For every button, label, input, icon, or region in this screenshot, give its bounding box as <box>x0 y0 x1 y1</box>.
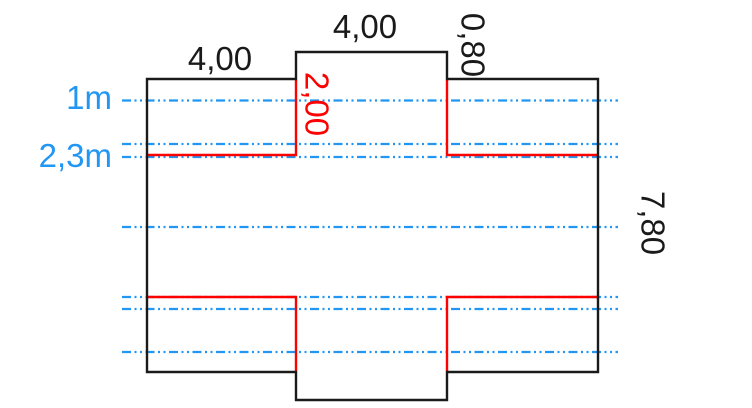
dim-top-center-width: 4,00 <box>333 8 397 45</box>
red-wall-bottom-right <box>445 295 598 371</box>
dim-top-right-offset-vertical: 0,80 <box>455 13 492 77</box>
dim-right-total-height-vertical: 7,80 <box>635 191 672 255</box>
level-lines-group <box>122 99 618 354</box>
red-wall-bottom-left <box>147 295 298 371</box>
dim-top-left-width: 4,00 <box>188 40 252 77</box>
red-wall-top-left <box>147 80 298 157</box>
dim-inner-red-depth-vertical: 2,00 <box>299 72 336 136</box>
level-label-1m: 1m <box>66 79 112 116</box>
level-label-2-3m: 2,3m <box>39 137 112 174</box>
red-wall-top-right <box>445 80 598 157</box>
red-lines-group <box>147 80 598 371</box>
building-outline <box>145 50 600 402</box>
